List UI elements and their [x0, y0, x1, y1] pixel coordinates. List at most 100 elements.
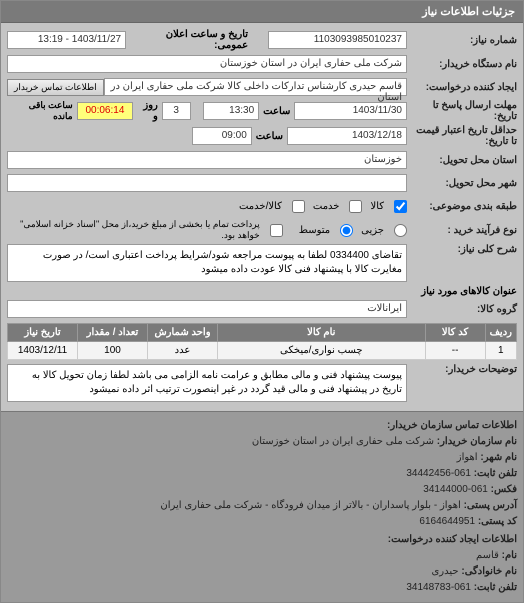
delivery-province-field: خوزستان [7, 151, 407, 169]
panel-title: جزئیات اطلاعات نیاز [1, 1, 523, 23]
td-qty: 100 [78, 342, 148, 360]
th-date: تاریخ نیاز [8, 324, 78, 342]
th-row: ردیف [485, 324, 516, 342]
deadline-time-label: ساعت [263, 106, 290, 117]
contact-org: شرکت ملی حفاری ایران در استان خوزستان [252, 436, 434, 447]
table-row: 1 -- چسب نواری/میخکی عدد 100 1403/12/11 [8, 342, 517, 360]
table-header-row: ردیف کد کالا نام کالا واحد شمارش تعداد /… [8, 324, 517, 342]
row-need-number: شماره نیاز: 1103093985010237 تاریخ و ساع… [7, 29, 517, 51]
row-delivery-city: شهر محل تحویل: [7, 173, 517, 193]
pt-medium-label: متوسط [299, 225, 330, 236]
req-lname-label: نام خانوادگی: [461, 566, 517, 577]
contact-phone: 061-34442456 [406, 468, 471, 479]
td-row: 1 [485, 342, 516, 360]
row-category: طبقه بندی موضوعی: کالا خدمت کالا/خدمت [7, 196, 517, 216]
deadline-date-field: 1403/11/30 [294, 102, 407, 120]
contact-phone-label: تلفن ثابت: [474, 468, 517, 479]
panel-body: شماره نیاز: 1103093985010237 تاریخ و ساع… [1, 23, 523, 411]
contact-org-label: نام سازمان خریدار: [437, 436, 517, 447]
req-lname: حیدری [431, 566, 458, 577]
contact-city-label: نام شهر: [480, 452, 517, 463]
items-table: ردیف کد کالا نام کالا واحد شمارش تعداد /… [7, 323, 517, 360]
row-buyer-org: نام دستگاه خریدار: شرکت ملی حفاری ایران … [7, 54, 517, 74]
creator-field: قاسم حیدری کارشناس تدارکات داخلی کالا شر… [104, 78, 407, 96]
req-phone-label: تلفن ثابت: [474, 582, 517, 593]
td-name: چسب نواری/میخکی [218, 342, 426, 360]
pt-medium-radio[interactable] [340, 224, 353, 237]
details-panel: جزئیات اطلاعات نیاز شماره نیاز: 11030939… [0, 0, 524, 603]
row-deadline: مهلت ارسال پاسخ تا تاریخ: 1403/11/30 ساع… [7, 100, 517, 122]
row-group: گروه کالا: ایرانالات [7, 299, 517, 319]
contact-city: اهواز [457, 452, 478, 463]
payment-note-checkbox[interactable] [270, 224, 283, 237]
need-number-label: شماره نیاز: [407, 35, 517, 46]
req-creator-title: اطلاعات ایجاد کننده درخواست: [7, 532, 517, 548]
price-valid-label: حداقل تاریخ اعتبار قیمت تا تاریخ: [407, 125, 517, 147]
category-label: طبقه بندی موضوعی: [407, 201, 517, 212]
announce-field: 1403/11/27 - 13:19 [7, 31, 126, 49]
td-date: 1403/12/11 [8, 342, 78, 360]
req-name: قاسم [476, 550, 499, 561]
category-options: کالا خدمت کالا/خدمت [239, 200, 407, 213]
payment-note-label: پرداخت تمام یا بخشی از مبلغ خرید،از محل … [7, 219, 260, 241]
desc-label: شرح کلی نیاز: [407, 244, 517, 255]
contact-phone-row: تلفن ثابت: 061-34442456 [7, 466, 517, 482]
th-name: نام کالا [218, 324, 426, 342]
buyer-org-label: نام دستگاه خریدار: [407, 59, 517, 70]
contact-block: اطلاعات تماس سازمان خریدار: نام سازمان خ… [1, 411, 523, 602]
group-title: عنوان کالاهای مورد نیاز [7, 286, 517, 297]
creator-label: ایجاد کننده درخواست: [407, 82, 517, 93]
group-field: ایرانالات [7, 300, 407, 318]
th-qty: تعداد / مقدار [78, 324, 148, 342]
row-purchase-type: نوع فرآیند خرید : جزیی متوسط پرداخت تمام… [7, 219, 517, 241]
remain-label: ساعت باقی مانده [11, 100, 73, 122]
req-lname-row: نام خانوادگی: حیدری [7, 564, 517, 580]
deadline-label: مهلت ارسال پاسخ تا تاریخ: [407, 100, 517, 122]
delivery-city-label: شهر محل تحویل: [407, 178, 517, 189]
cat-service-checkbox[interactable] [349, 200, 362, 213]
desc-field: تقاضای 0334400 لطفا به پیوست مراجعه شود/… [7, 244, 407, 282]
days-label: روز و [137, 100, 158, 122]
cat-goods-service-label: کالا/خدمت [239, 201, 282, 212]
price-valid-time-field: 09:00 [192, 127, 252, 145]
row-notes: توضیحات خریدار: پیوست پیشنهاد فنی و مالی… [7, 364, 517, 402]
contact-city-row: نام شهر: اهواز [7, 450, 517, 466]
contact-org-row: نام سازمان خریدار: شرکت ملی حفاری ایران … [7, 434, 517, 450]
pt-small-label: جزیی [361, 225, 384, 236]
contact-address-row: آدرس پستی: اهواز - بلوار پاسداران - بالا… [7, 498, 517, 514]
cat-service-label: خدمت [313, 201, 340, 212]
need-number-field: 1103093985010237 [268, 31, 407, 49]
td-unit: عدد [148, 342, 218, 360]
countdown-field: 00:06:14 [77, 102, 134, 120]
group-label: گروه کالا: [407, 304, 517, 315]
delivery-city-field [7, 174, 407, 192]
cat-goods-service-checkbox[interactable] [292, 200, 305, 213]
purchase-type-options: جزیی متوسط پرداخت تمام یا بخشی از مبلغ خ… [7, 219, 407, 241]
req-name-label: نام: [502, 550, 517, 561]
contact-fax-label: فکس: [491, 484, 517, 495]
contact-postcode-label: کد پستی: [478, 516, 517, 527]
notes-label: توضیحات خریدار: [407, 364, 517, 375]
delivery-province-label: استان محل تحویل: [407, 155, 517, 166]
row-desc: شرح کلی نیاز: تقاضای 0334400 لطفا به پیو… [7, 244, 517, 282]
req-name-row: نام: قاسم [7, 548, 517, 564]
contact-address-label: آدرس پستی: [464, 500, 517, 511]
cat-goods-label: کالا [370, 201, 384, 212]
buyer-info-button[interactable]: اطلاعات تماس خریدار [7, 79, 104, 96]
deadline-time-field: 13:30 [203, 102, 260, 120]
cat-goods-checkbox[interactable] [394, 200, 407, 213]
days-left-field: 3 [162, 102, 191, 120]
contact-title: اطلاعات تماس سازمان خریدار: [7, 418, 517, 434]
price-valid-time-label: ساعت [256, 131, 283, 142]
row-delivery-province: استان محل تحویل: خوزستان [7, 150, 517, 170]
row-price-valid: حداقل تاریخ اعتبار قیمت تا تاریخ: 1403/1… [7, 125, 517, 147]
contact-fax-row: فکس: 061-34144000 [7, 482, 517, 498]
row-creator: ایجاد کننده درخواست: قاسم حیدری کارشناس … [7, 77, 517, 97]
contact-postcode: 6164644951 [419, 516, 475, 527]
th-unit: واحد شمارش [148, 324, 218, 342]
announce-label: تاریخ و ساعت اعلان عمومی: [130, 29, 248, 51]
buyer-org-field: شرکت ملی حفاری ایران در استان خوزستان [7, 55, 407, 73]
pt-small-radio[interactable] [394, 224, 407, 237]
contact-address: اهواز - بلوار پاسداران - بالاتر از میدان… [160, 500, 460, 511]
req-phone: 061-34148783 [406, 582, 471, 593]
